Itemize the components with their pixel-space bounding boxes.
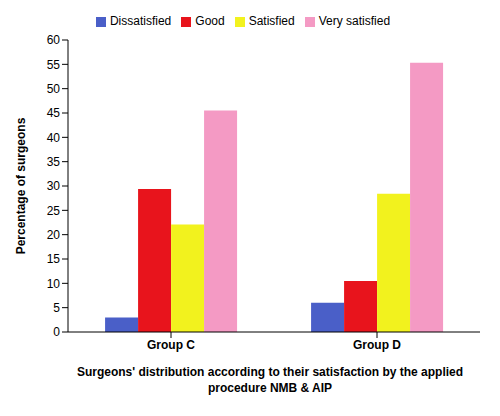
svg-text:15: 15 xyxy=(47,252,61,266)
svg-text:35: 35 xyxy=(47,155,61,169)
svg-text:30: 30 xyxy=(47,179,61,193)
svg-text:50: 50 xyxy=(47,82,61,96)
svg-text:10: 10 xyxy=(47,277,61,291)
svg-text:55: 55 xyxy=(47,58,61,72)
svg-text:20: 20 xyxy=(47,228,61,242)
html-text:Very satisfied: Very satisfied xyxy=(318,14,391,28)
svg-text:Group D: Group D xyxy=(353,338,401,352)
svg-text:45: 45 xyxy=(47,106,61,120)
svg-text:0: 0 xyxy=(53,325,60,339)
svg-text:Group C: Group C xyxy=(147,338,195,352)
svg-text:5: 5 xyxy=(53,301,60,315)
svg-text:40: 40 xyxy=(47,131,61,145)
svg-text:Percentage of surgeons: Percentage of surgeons xyxy=(14,117,28,254)
html-text:Dissatisfied: Dissatisfied xyxy=(109,14,172,28)
html-text:Surgeons' distribution accordi: Surgeons' distribution according to thei… xyxy=(76,365,464,395)
html-text:Good: Good xyxy=(195,14,225,28)
svg-text:60: 60 xyxy=(47,33,61,47)
svg-text:25: 25 xyxy=(47,204,61,218)
html-text:Satisfied: Satisfied xyxy=(248,14,295,28)
